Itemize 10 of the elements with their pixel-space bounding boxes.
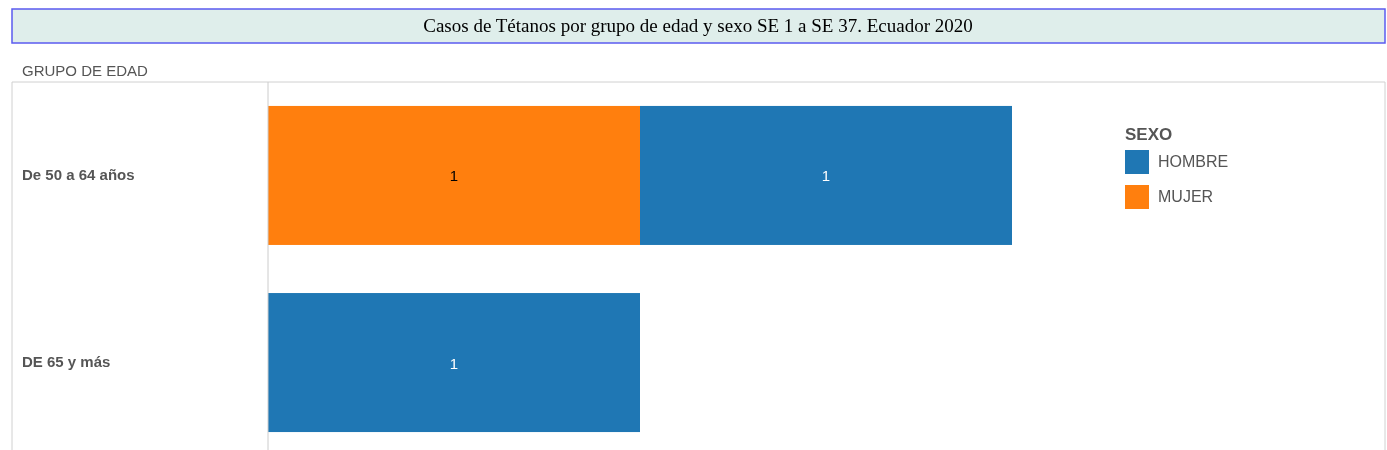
legend-label: MUJER bbox=[1158, 188, 1214, 205]
y-axis-title: GRUPO DE EDAD bbox=[22, 62, 149, 79]
data-label: 1 bbox=[821, 167, 831, 185]
y-tick-label: De 50 a 64 años bbox=[22, 166, 135, 184]
data-label: 1 bbox=[449, 167, 459, 185]
chart-title: Casos de Tétanos por grupo de edad y sexo SE 1 a SE 37. Ecuador 2020 bbox=[423, 15, 973, 36]
legend-title: SEXO bbox=[1125, 125, 1173, 144]
data-label: 1 bbox=[449, 354, 459, 372]
legend-label: HOMBRE bbox=[1158, 153, 1229, 170]
y-tick-label: DE 65 y más bbox=[22, 353, 111, 371]
